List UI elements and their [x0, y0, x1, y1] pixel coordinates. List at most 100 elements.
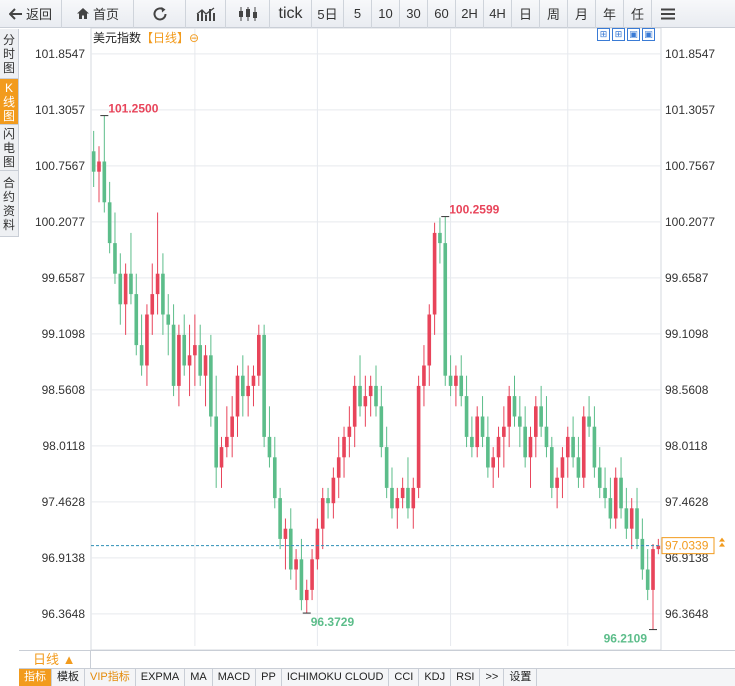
candle-body [145, 314, 149, 366]
back-arrow-icon [8, 7, 22, 20]
candle-body [368, 385, 373, 397]
period-button[interactable]: 4H [484, 0, 512, 28]
chart-type-bar-button[interactable] [186, 0, 226, 28]
candle-body [166, 314, 171, 325]
left-tab-label: 闪电图 [2, 126, 15, 169]
zoom-in-icon[interactable]: ⊞ [597, 28, 610, 41]
indicator-tab[interactable]: PP [256, 669, 282, 686]
home-button[interactable]: 首页 [62, 0, 134, 28]
indicator-tab[interactable]: 指标 [19, 669, 52, 686]
candle-body [262, 334, 266, 437]
plot-area [90, 28, 662, 650]
left-tab[interactable]: K线图 [0, 79, 19, 125]
period-button[interactable]: 任 [624, 0, 652, 28]
period-button[interactable]: 60 [428, 0, 456, 28]
home-icon [76, 8, 89, 19]
candle-body [528, 436, 533, 458]
candle-body [486, 436, 490, 468]
indicator-tab[interactable]: KDJ [419, 669, 452, 686]
candle-body [427, 314, 432, 366]
candle-body [608, 498, 613, 519]
candle-body [512, 396, 517, 417]
left-tab-label: 合约资料 [2, 175, 15, 232]
candle-body [363, 396, 368, 407]
indicator-tab[interactable]: MACD [213, 669, 257, 686]
candle-body [304, 589, 309, 601]
period-button[interactable]: 5日 [312, 0, 344, 28]
chart-type-candle-button[interactable] [226, 0, 270, 28]
candle-body [283, 528, 288, 539]
indicator-tab[interactable]: 设置 [504, 669, 538, 686]
candle-body [406, 487, 410, 509]
annotation-label: 96.3729 [311, 615, 355, 629]
candle-body [613, 477, 618, 519]
indicator-tab[interactable]: CCI [389, 669, 420, 686]
indicator-tab[interactable]: ICHIMOKU CLOUD [282, 669, 390, 686]
left-tab[interactable]: 合约资料 [0, 171, 19, 237]
indicator-tab[interactable]: MA [185, 669, 213, 686]
period-button[interactable]: 年 [596, 0, 624, 28]
left-tab[interactable]: 分时图 [0, 29, 19, 79]
period-button[interactable]: 10 [372, 0, 400, 28]
candle-body [629, 508, 634, 529]
current-price-label: 97.0339 [665, 539, 709, 553]
refresh-button[interactable] [134, 0, 186, 28]
candle-body [592, 426, 597, 468]
current-price-tag [661, 537, 715, 555]
candle-body [134, 294, 139, 346]
candle-body [225, 436, 229, 448]
back-button[interactable]: 返回 [0, 0, 62, 28]
candle-body [342, 436, 346, 458]
indicator-tab[interactable]: >> [480, 669, 505, 686]
candle-body [235, 375, 240, 417]
period-button[interactable]: 2H [456, 0, 484, 28]
home-label: 首页 [92, 7, 119, 22]
candle-body [496, 436, 501, 458]
candle-body [171, 324, 176, 386]
candle-body [384, 447, 389, 488]
period-button[interactable]: 周 [540, 0, 568, 28]
chart-title: 美元指数【日线】⊖ [93, 29, 199, 46]
indicator-tab[interactable]: EXPMA [136, 669, 186, 686]
left-tab[interactable]: 闪电图 [0, 125, 19, 171]
scroll-right-icon[interactable]: ▣ [642, 28, 655, 41]
candle-body [480, 416, 485, 437]
period-button[interactable]: 5 [344, 0, 372, 28]
zoom-out-icon[interactable]: ⊞ [612, 28, 625, 41]
candle-body [640, 538, 645, 570]
y-tick-label-right: 98.5608 [665, 383, 709, 397]
period-button[interactable]: 日 [512, 0, 540, 28]
candle-body [432, 232, 437, 315]
period-selector[interactable]: 日线 ▲ [19, 651, 91, 669]
candle-body [560, 457, 565, 478]
candlestick-chart[interactable]: 101.8547 101.8547 101.3057 101.3057 100.7567… [19, 28, 735, 650]
tick-button[interactable]: tick [270, 0, 312, 28]
y-tick-label-left: 96.9138 [42, 551, 86, 565]
chart-settings-icon[interactable]: ⊖ [189, 31, 200, 45]
instrument-name: 美元指数 [93, 31, 142, 45]
indicator-tab[interactable]: VIP指标 [85, 669, 136, 686]
candle-body [203, 355, 208, 376]
y-tick-label-right: 99.1098 [665, 327, 709, 341]
candle-body [374, 385, 378, 407]
candle-body [107, 202, 112, 244]
scroll-left-icon[interactable]: ▣ [627, 28, 640, 41]
indicator-tab[interactable]: RSI [451, 669, 481, 686]
candle-body [241, 375, 245, 397]
left-tab-label: K线图 [2, 80, 15, 123]
y-tick-label-right: 101.3057 [665, 103, 715, 117]
candle-body [400, 487, 405, 499]
candle-body [219, 447, 224, 468]
candle-body [464, 396, 469, 437]
indicator-tab[interactable]: 模板 [52, 669, 85, 686]
candle-body [491, 457, 496, 468]
y-tick-label-left: 100.7567 [35, 159, 85, 173]
period-button[interactable]: 30 [400, 0, 428, 28]
candle-body [102, 161, 107, 203]
chart-period: 【日线】 [141, 31, 190, 45]
menu-button[interactable] [652, 0, 683, 28]
candle-body [555, 477, 559, 488]
period-button[interactable]: 月 [568, 0, 596, 28]
candle-body [320, 498, 325, 529]
